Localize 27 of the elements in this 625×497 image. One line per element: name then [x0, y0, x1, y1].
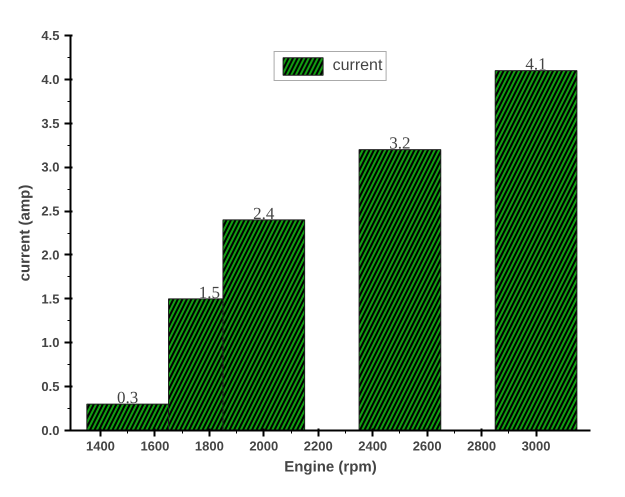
y-axis-title: current (amp) [16, 184, 34, 282]
x-tick-label: 2200 [304, 438, 333, 454]
x-tick-label: 1800 [194, 438, 224, 454]
x-tick-label: 1400 [86, 438, 115, 454]
y-tick-label: 1.0 [41, 335, 60, 350]
y-tick-label: 0.5 [41, 379, 60, 394]
x-tick-label: 2800 [467, 438, 496, 454]
x-tick-label: 2000 [249, 438, 278, 454]
data-label: 2.4 [253, 204, 275, 223]
data-label: 0.3 [117, 388, 138, 408]
y-tick-label: 3.5 [41, 116, 60, 131]
y-tick-label: 4.0 [41, 72, 60, 87]
data-label: 1.5 [198, 282, 220, 302]
x-tick-label: 2400 [358, 438, 388, 454]
x-axis-title: Engine (rpm) [284, 458, 377, 476]
y-tick-label: 2.5 [41, 204, 60, 219]
x-tick-label: 1600 [140, 438, 170, 454]
y-tick-label: 0.0 [41, 423, 60, 438]
y-tick-label: 1.5 [41, 291, 60, 306]
data-label: 4.1 [525, 54, 547, 74]
y-tick-label: 4.5 [41, 28, 60, 43]
x-tick-label: 2600 [412, 438, 442, 454]
legend-label: current [332, 57, 382, 75]
y-tick-label: 3.0 [41, 160, 60, 175]
y-tick-label: 2.0 [41, 247, 60, 262]
x-tick-label: 3000 [522, 438, 551, 454]
data-label: 3.2 [389, 134, 411, 153]
